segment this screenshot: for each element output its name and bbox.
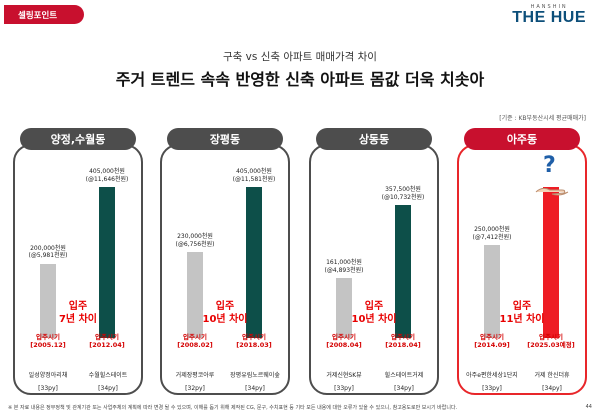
old-price-per-unit: (@7,412천원) (472, 233, 512, 241)
old-move-in: 입주시기 [2008.02] (168, 333, 222, 349)
old-price-per-unit: (@4,893천원) (324, 266, 364, 274)
old-move-in-label: 입주시기 (183, 333, 207, 341)
old-move-in: 입주시기 [2014.09] (465, 333, 519, 349)
move-in-gap-label: 입주 7년 차이 (48, 300, 108, 326)
move-in-gap-label: 입주 10년 차이 (195, 300, 255, 326)
old-price-label: 250,000천원 (@7,412천원) (462, 226, 522, 241)
footnote: ※ 본 자료 내용은 정부정책 및 관계기관 또는 사업주체의 계획에 따라 변… (8, 405, 458, 411)
move-in-gap-label: 입주 11년 차이 (492, 300, 552, 326)
new-move-in-label: 입주시기 (539, 333, 563, 341)
brand-sub: HANSHIN (530, 4, 568, 10)
open-hand-icon (535, 187, 569, 196)
bar-new-apartment-highlight (543, 187, 559, 338)
new-move-in-label: 입주시기 (242, 333, 266, 341)
new-apartment-name: 힐스테이트거제 (384, 372, 424, 379)
new-move-in-date: [2018.04] (385, 341, 421, 349)
new-price: 405,000천원 (89, 168, 125, 176)
old-apartment-name: 거제장평코아루 (175, 372, 215, 379)
new-price-label: 405,000천원 (@11,581천원) (224, 168, 284, 183)
old-price-label: 200,000천원 (@5,981천원) (18, 245, 78, 260)
old-price: 230,000천원 (177, 233, 213, 241)
panel-frame (160, 144, 290, 395)
bar-old-apartment (484, 245, 500, 338)
old-price: 250,000천원 (474, 226, 510, 233)
new-move-in: 입주시기 [2018.04] (376, 333, 430, 349)
bar-new-apartment (246, 187, 262, 338)
gap-line-2: 7년 차이 (58, 314, 98, 325)
old-move-in: 입주시기 [2005.12] (21, 333, 75, 349)
brand-main: THE HUE (512, 9, 586, 26)
old-move-in-date: [2005.12] (30, 341, 66, 349)
region-title: 양정,수월동 (20, 128, 136, 150)
bar-new-apartment (395, 205, 411, 338)
region-title: 상동동 (316, 128, 432, 150)
page-number: 44 (585, 404, 592, 410)
source-note: [기준 : KB부동산시세 평균매매가] (499, 115, 586, 122)
new-price-per-unit: (@11,646천원) (85, 175, 129, 183)
old-move-in-label: 입주시기 (36, 333, 60, 341)
new-apartment-name: 수월힐스테이트 (88, 372, 128, 379)
old-price-per-unit: (@5,981천원) (28, 252, 68, 260)
new-price-label: 357,500천원 (@10,732천원) (373, 186, 433, 201)
old-apartment-size: [32py] (185, 385, 205, 392)
old-price: 200,000천원 (30, 244, 66, 252)
brand-logo: HANSHIN THE HUE (512, 4, 586, 26)
page-subtitle: 구축 vs 신축 아파트 매매가격 차이 (223, 51, 377, 63)
bar-old-apartment (336, 278, 352, 338)
old-move-in-label: 입주시기 (480, 333, 504, 341)
old-price-label: 161,000천원 (@4,893천원) (314, 259, 374, 274)
old-apartment-size: [33py] (482, 385, 502, 392)
old-move-in-date: [2008.02] (177, 341, 213, 349)
new-move-in-date: [2025.03예정] (527, 341, 575, 349)
old-move-in-date: [2008.04] (326, 341, 362, 349)
gap-line-1: 입주 (68, 301, 88, 312)
new-price-per-unit: (@11,581천원) (232, 175, 276, 183)
page-title: 주거 트렌드 속속 반영한 신축 아파트 몸값 더욱 치솟아 (115, 70, 485, 89)
new-move-in-label: 입주시기 (391, 333, 415, 341)
new-apartment-size: [34py] (542, 385, 562, 392)
new-price-per-unit: (@10,732천원) (381, 193, 425, 201)
new-apartment-size: [34py] (98, 385, 118, 392)
new-apartment-name: 장평유림노르웨이숲 (230, 372, 280, 379)
section-tag: 셀링포인트 (4, 5, 84, 24)
old-apartment-name: 일성양정아리채 (28, 372, 68, 379)
new-move-in-label: 입주시기 (95, 333, 119, 341)
move-in-gap-label: 입주 10년 차이 (344, 300, 404, 326)
old-apartment-name: 아주e편한세상1단지 (466, 372, 518, 379)
new-move-in-date: [2012.04] (89, 341, 125, 349)
old-price-per-unit: (@6,756천원) (175, 240, 215, 248)
gap-line-2: 10년 차이 (202, 314, 248, 325)
bar-new-apartment (99, 187, 115, 338)
new-price: 357,500천원 (385, 186, 421, 193)
old-move-in: 입주시기 [2008.04] (317, 333, 371, 349)
new-move-in: 입주시기 [2025.03예정] (524, 333, 578, 349)
region-title: 아주동 (464, 128, 580, 150)
bar-old-apartment (187, 252, 203, 338)
new-move-in: 입주시기 [2012.04] (80, 333, 134, 349)
new-move-in: 입주시기 [2018.03] (227, 333, 281, 349)
old-price-label: 230,000천원 (@6,756천원) (165, 233, 225, 248)
gap-line-1: 입주 (364, 301, 384, 312)
new-apartment-size: [34py] (245, 385, 265, 392)
new-move-in-date: [2018.03] (236, 341, 272, 349)
gap-line-1: 입주 (215, 301, 235, 312)
old-price: 161,000천원 (326, 259, 362, 267)
question-mark-icon: ? (543, 153, 556, 178)
old-apartment-size: [33py] (334, 385, 354, 392)
old-move-in-date: [2014.09] (474, 341, 510, 349)
new-price: 405,000천원 (236, 168, 272, 176)
new-price-label: 405,000천원 (@11,646천원) (77, 168, 137, 183)
gap-line-2: 10년 차이 (351, 314, 397, 325)
new-apartment-name: 거제 한신더휴 (534, 372, 570, 379)
old-apartment-size: [33py] (38, 385, 58, 392)
region-title: 장평동 (167, 128, 283, 150)
new-apartment-size: [34py] (394, 385, 414, 392)
gap-line-1: 입주 (512, 301, 532, 312)
panel-frame (13, 144, 143, 395)
gap-line-2: 11년 차이 (499, 314, 545, 325)
old-apartment-name: 거제신현SK뷰 (326, 372, 362, 379)
old-move-in-label: 입주시기 (332, 333, 356, 341)
bar-old-apartment (40, 263, 56, 338)
